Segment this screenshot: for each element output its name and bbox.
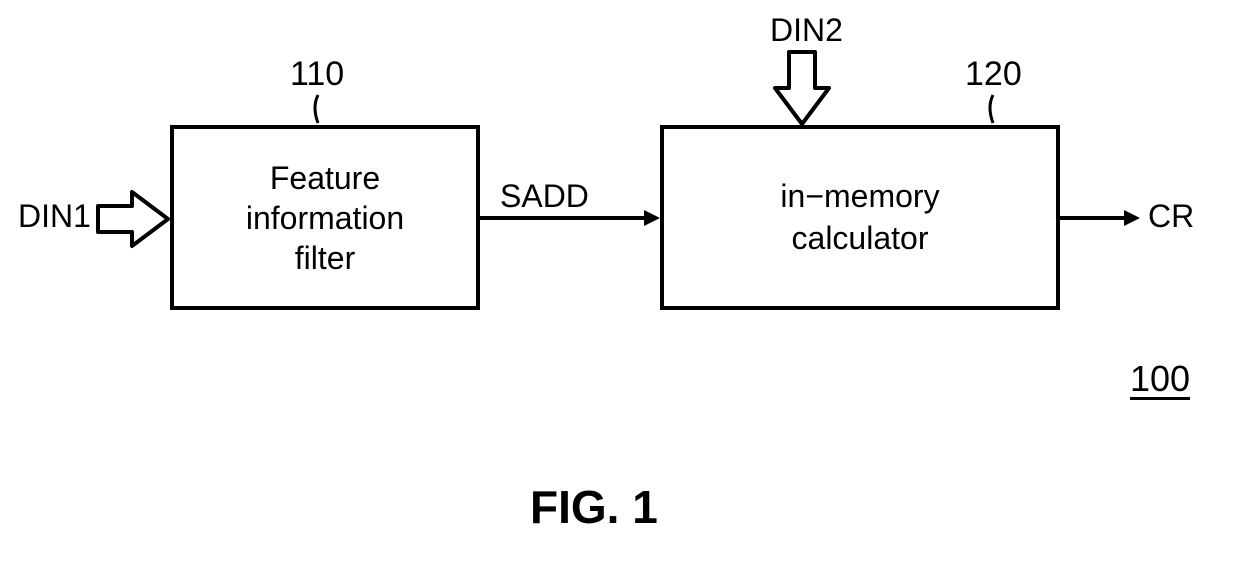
system-ref-label: 100 [1130,358,1190,400]
ref-120-label: 120 [965,55,1022,94]
cr-label: CR [1148,198,1194,235]
feature-info-filter-block: Feature information filter [170,125,480,310]
ref-120-leader [985,95,1005,125]
figure-caption: FIG. 1 [530,480,658,534]
in-memory-calculator-block: in−memory calculator [660,125,1060,310]
cr-arrow-icon [1060,208,1140,228]
din1-arrow-icon [98,192,170,248]
calc-label-l1: in−memory [780,178,939,214]
din2-label: DIN2 [770,12,843,49]
din1-label: DIN1 [18,198,91,235]
din2-arrow-icon [775,52,831,126]
filter-block-label: Feature information filter [246,158,404,278]
sadd-arrow-icon [480,208,660,228]
filter-label-l3: filter [295,240,355,276]
ref-110-leader [310,95,330,125]
filter-label-l2: information [246,200,404,236]
calc-block-label: in−memory calculator [780,176,939,259]
ref-110-label: 110 [290,55,344,94]
filter-label-l1: Feature [270,160,380,196]
calc-label-l2: calculator [792,220,929,256]
